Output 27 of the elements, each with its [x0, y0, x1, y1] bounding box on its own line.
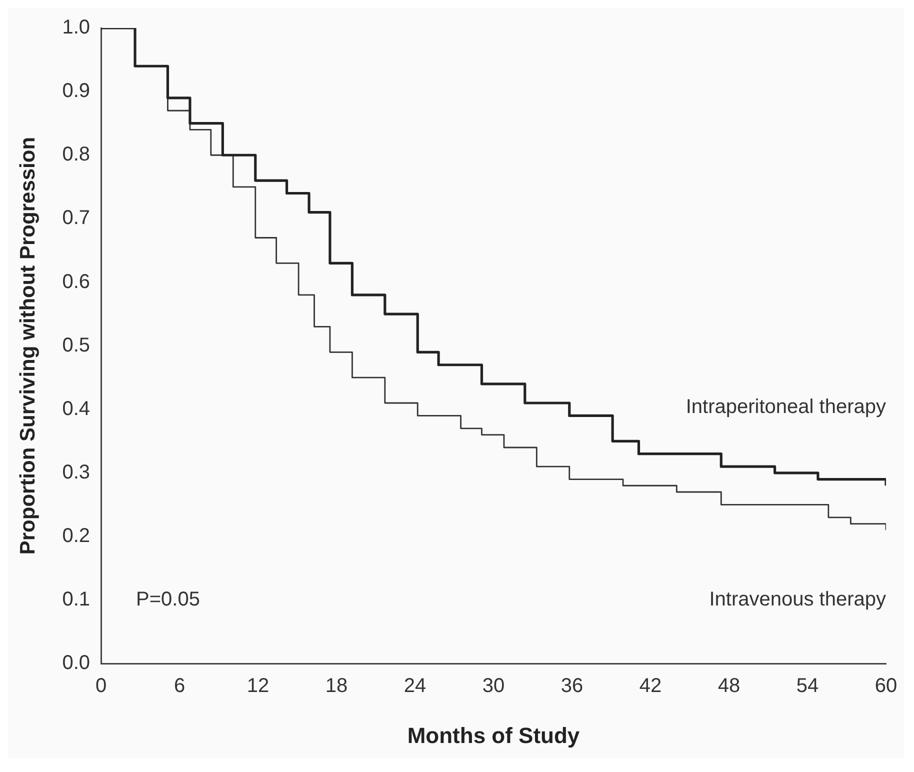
y-tick-label: 0.4 [62, 398, 90, 420]
x-tick-label: 36 [560, 675, 584, 698]
annotation: P=0.05 [136, 588, 200, 611]
x-tick-label: 12 [246, 675, 270, 698]
y-tick-label: 0.7 [62, 207, 90, 230]
y-tick-label: 0.1 [62, 588, 90, 611]
x-axis-title: Months of Study [407, 722, 580, 748]
y-tick-label: 0.9 [62, 80, 90, 102]
x-tick-label: 30 [482, 675, 505, 698]
text: Intravenous therapy [709, 588, 886, 611]
y-tick-label: 0.0 [62, 652, 90, 674]
x-tick-label: 6 [174, 675, 186, 698]
series-label: Intraperitoneal therapy [686, 396, 886, 418]
y-axis-title: Proportion Surviving without Progression [16, 136, 40, 555]
x-tick-label: 60 [874, 675, 898, 698]
y-tick-label: 0.5 [62, 334, 90, 356]
y-tick-label: 0.2 [62, 524, 90, 547]
x-tick-label: 54 [796, 675, 819, 698]
y-tick-label: 0.6 [62, 270, 90, 293]
x-tick-label: 24 [404, 675, 426, 698]
y-tick-label: 0.8 [62, 144, 90, 166]
x-tick-label: 18 [325, 675, 348, 698]
y-tick-label: 0.3 [62, 461, 90, 484]
x-tick-label: 42 [639, 675, 662, 698]
y-tick-label: 1.0 [62, 16, 90, 39]
x-tick-label: 48 [718, 675, 740, 698]
x-tick-label: 0 [95, 675, 107, 698]
